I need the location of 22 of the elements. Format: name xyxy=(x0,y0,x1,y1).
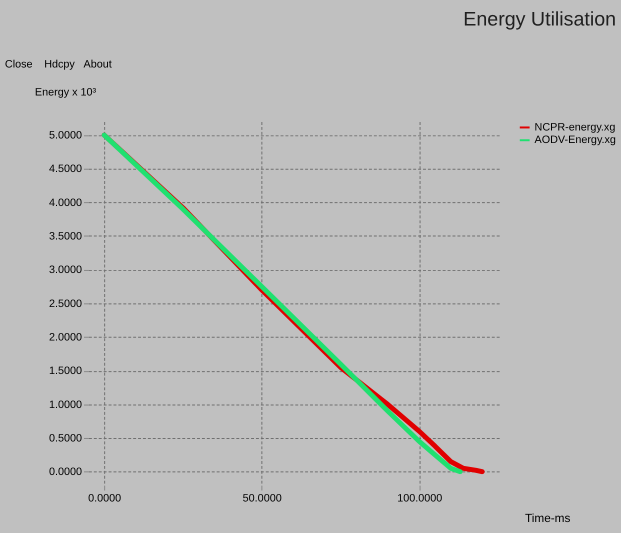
text: Hdcpy xyxy=(44,58,76,71)
x-tick-label: 0.0000 xyxy=(88,492,122,504)
x-axis-title: Time-ms xyxy=(525,512,570,525)
text: Close xyxy=(4,58,33,71)
y-axis-title: Energy x 10³ xyxy=(34,86,96,99)
y-tick-label: 1.5000 xyxy=(49,365,82,378)
y-tick-label: 5.0000 xyxy=(49,129,82,142)
y-tick-label: 3.5000 xyxy=(49,230,82,242)
y-tick-label: 2.5000 xyxy=(49,298,82,310)
y-tick-label: 0.0000 xyxy=(49,466,82,478)
text: About xyxy=(84,58,112,71)
x-tick-label: 50.0000 xyxy=(242,492,282,504)
chart-title: Energy Utilisation xyxy=(463,8,616,30)
y-tick-label: 4.0000 xyxy=(49,196,82,209)
y-tick-label: 4.5000 xyxy=(49,163,82,176)
y-tick-label: 1.0000 xyxy=(49,398,82,411)
y-tick-label: 0.5000 xyxy=(49,432,82,444)
x-tick-label: 100.0000 xyxy=(397,492,442,504)
legend-label: AODV-Energy.xg xyxy=(534,134,616,146)
y-tick-label: 2.0000 xyxy=(49,331,82,344)
legend-label: NCPR-energy.xg xyxy=(534,121,616,134)
y-tick-label: 3.0000 xyxy=(49,264,82,276)
